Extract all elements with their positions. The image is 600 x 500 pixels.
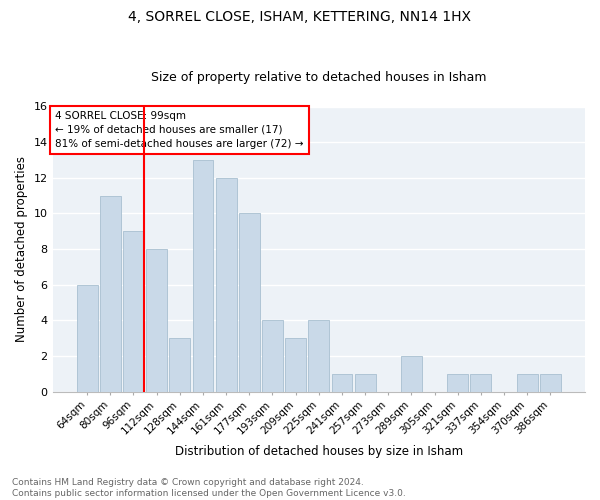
Y-axis label: Number of detached properties: Number of detached properties <box>15 156 28 342</box>
Bar <box>169 338 190 392</box>
Bar <box>216 178 236 392</box>
Text: 4, SORREL CLOSE, ISHAM, KETTERING, NN14 1HX: 4, SORREL CLOSE, ISHAM, KETTERING, NN14 … <box>128 10 472 24</box>
Text: 4 SORREL CLOSE: 99sqm
← 19% of detached houses are smaller (17)
81% of semi-deta: 4 SORREL CLOSE: 99sqm ← 19% of detached … <box>55 111 304 149</box>
Bar <box>285 338 306 392</box>
Title: Size of property relative to detached houses in Isham: Size of property relative to detached ho… <box>151 72 487 85</box>
Bar <box>332 374 352 392</box>
Bar <box>355 374 376 392</box>
Bar <box>193 160 214 392</box>
Bar <box>470 374 491 392</box>
Bar <box>540 374 561 392</box>
Bar <box>123 232 144 392</box>
Bar <box>308 320 329 392</box>
Bar <box>77 284 98 392</box>
Bar <box>517 374 538 392</box>
Bar <box>100 196 121 392</box>
Bar <box>448 374 468 392</box>
Text: Contains HM Land Registry data © Crown copyright and database right 2024.
Contai: Contains HM Land Registry data © Crown c… <box>12 478 406 498</box>
X-axis label: Distribution of detached houses by size in Isham: Distribution of detached houses by size … <box>175 444 463 458</box>
Bar <box>401 356 422 392</box>
Bar <box>262 320 283 392</box>
Bar <box>146 249 167 392</box>
Bar <box>239 214 260 392</box>
